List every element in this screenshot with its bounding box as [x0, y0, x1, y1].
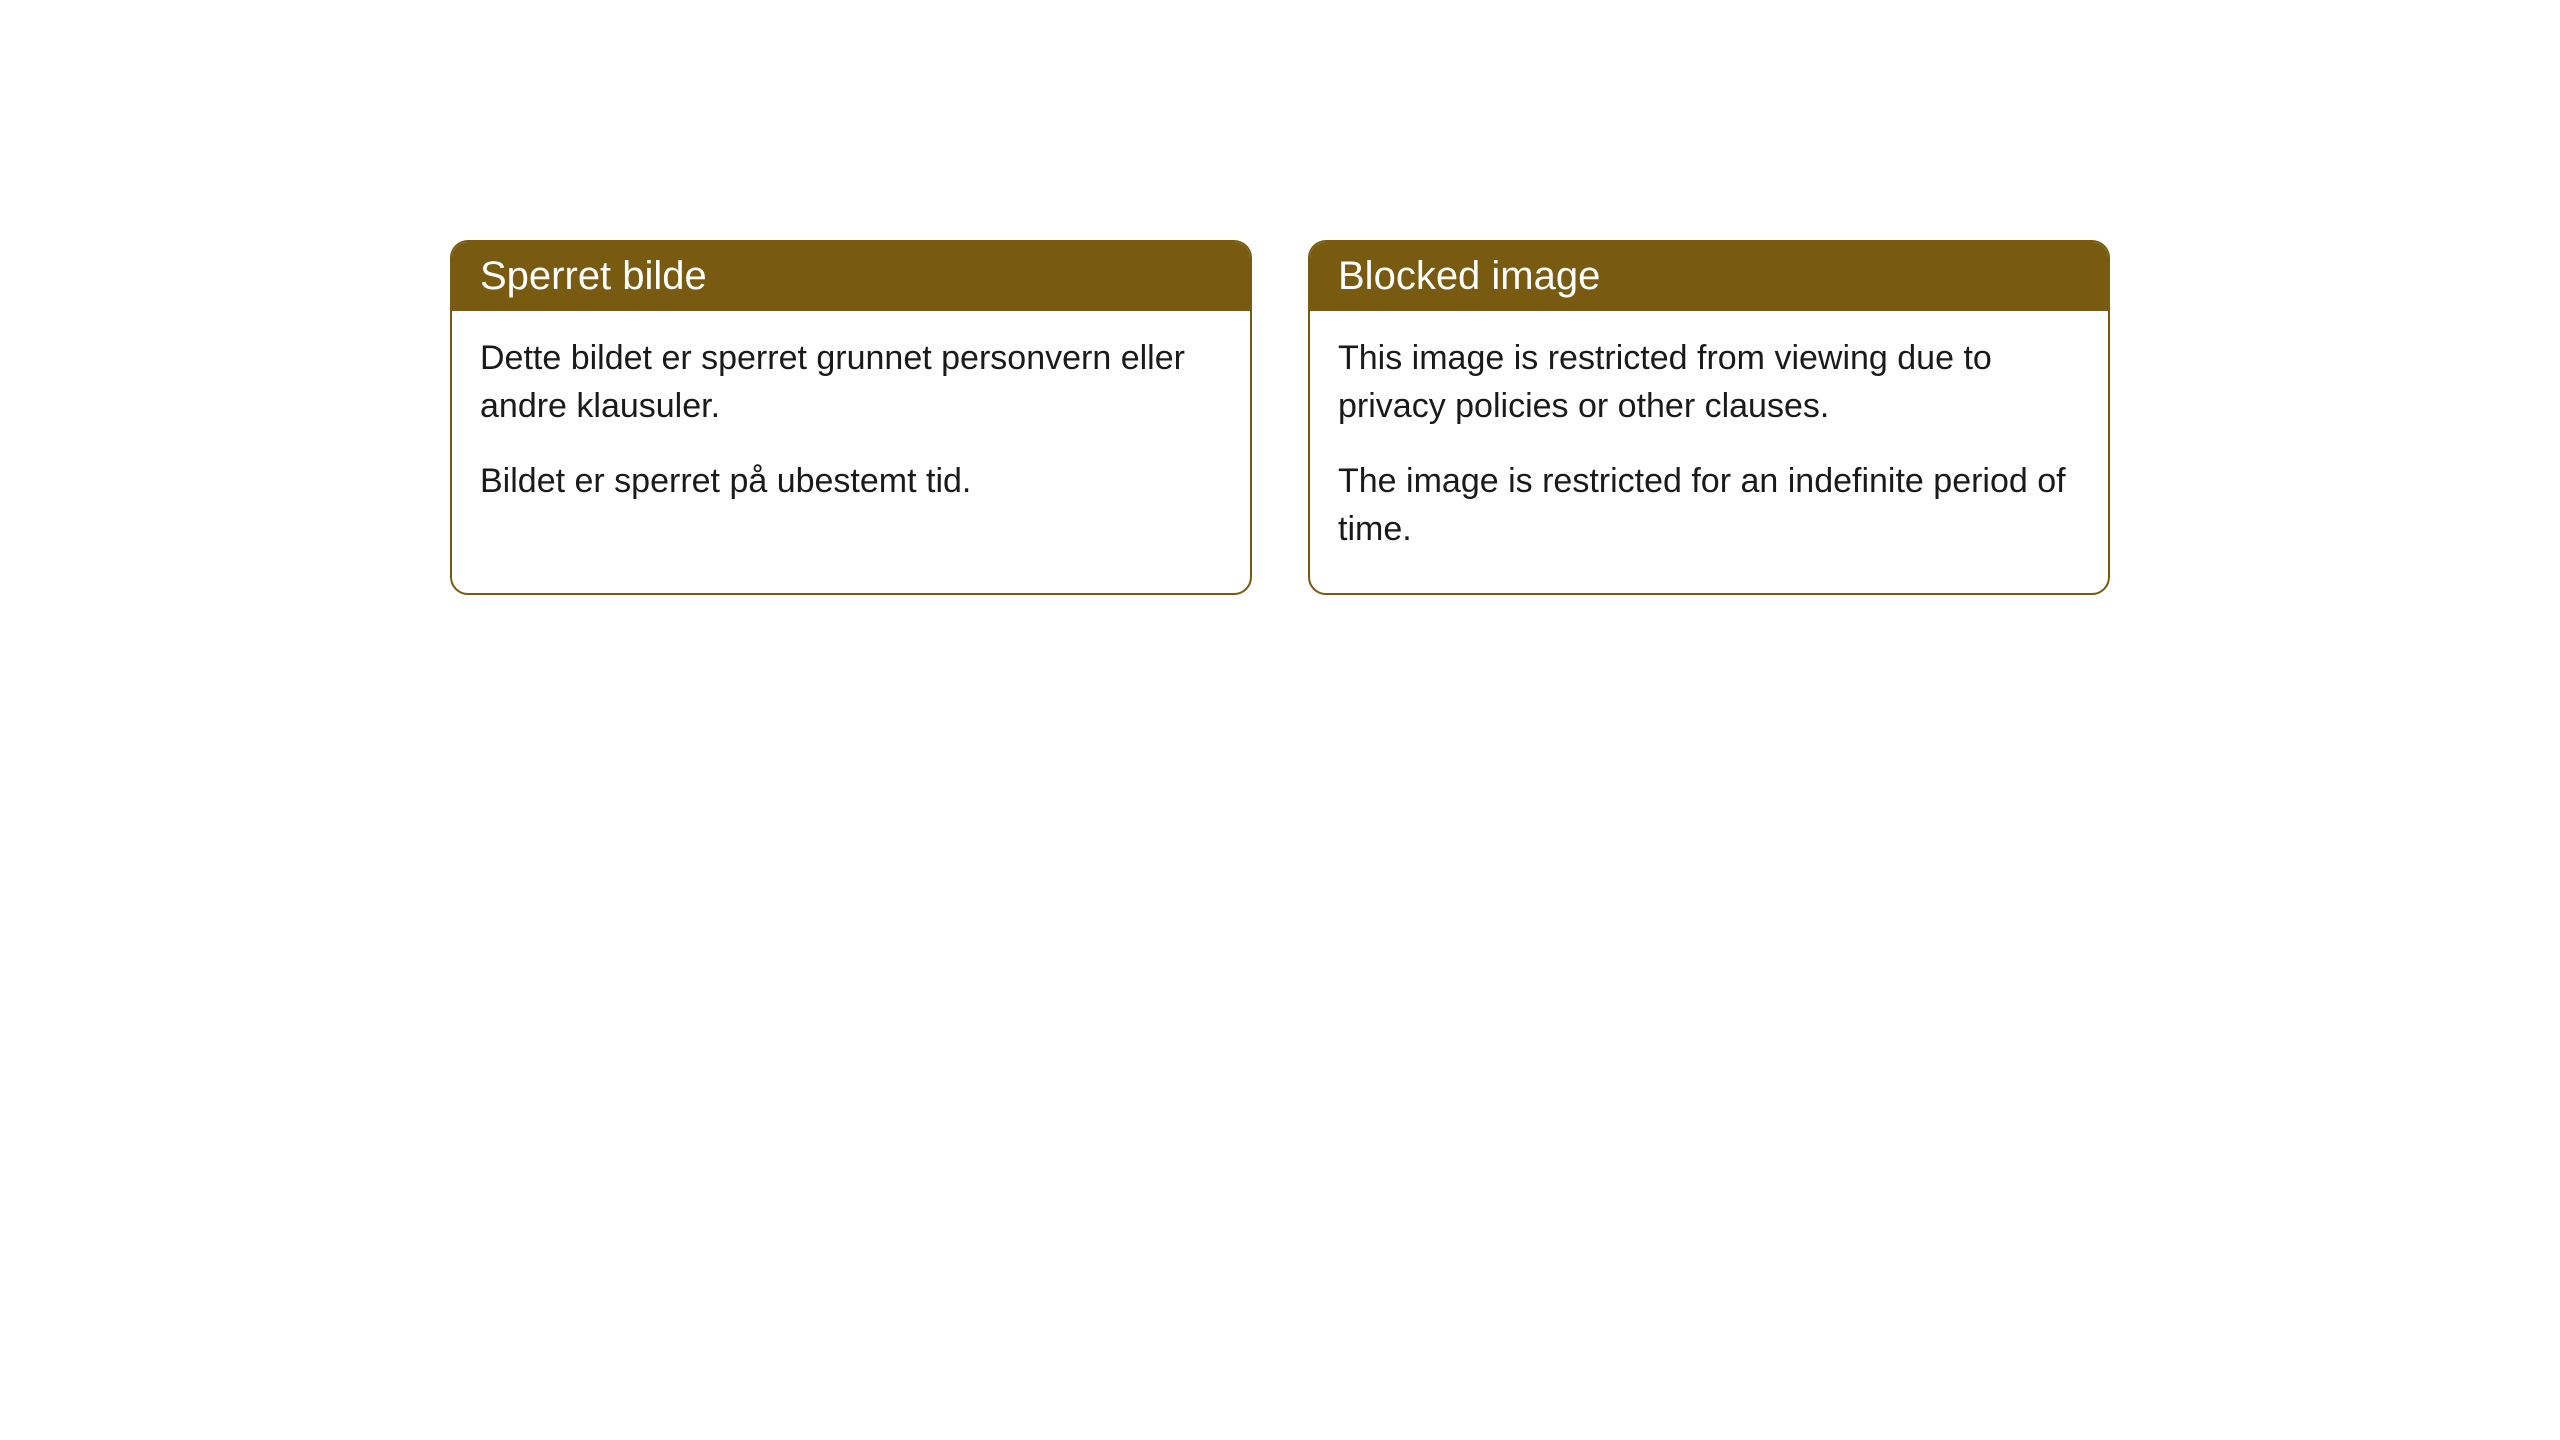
- card-paragraph: Dette bildet er sperret grunnet personve…: [480, 335, 1222, 430]
- card-english: Blocked image This image is restricted f…: [1308, 240, 2110, 595]
- card-body-norwegian: Dette bildet er sperret grunnet personve…: [452, 311, 1250, 546]
- cards-container: Sperret bilde Dette bildet er sperret gr…: [0, 0, 2560, 595]
- card-title: Sperret bilde: [480, 254, 707, 298]
- card-paragraph: This image is restricted from viewing du…: [1338, 335, 2080, 430]
- card-paragraph: Bildet er sperret på ubestemt tid.: [480, 458, 1222, 506]
- card-paragraph: The image is restricted for an indefinit…: [1338, 458, 2080, 553]
- card-body-english: This image is restricted from viewing du…: [1310, 311, 2108, 593]
- card-title: Blocked image: [1338, 254, 1600, 298]
- card-norwegian: Sperret bilde Dette bildet er sperret gr…: [450, 240, 1252, 595]
- card-header-english: Blocked image: [1310, 242, 2108, 311]
- card-header-norwegian: Sperret bilde: [452, 242, 1250, 311]
